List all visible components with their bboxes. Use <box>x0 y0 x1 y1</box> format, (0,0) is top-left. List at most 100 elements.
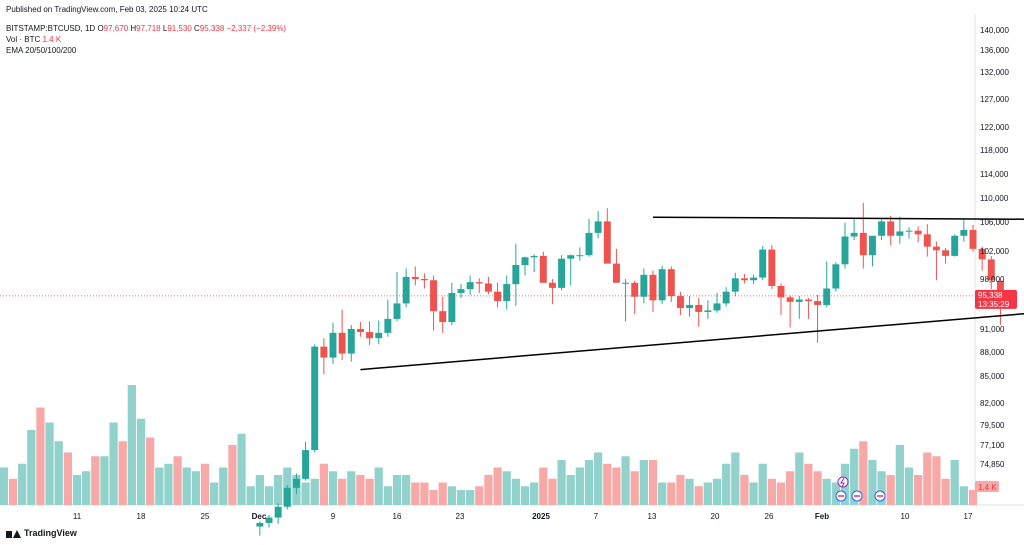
volume-bar <box>712 478 722 505</box>
volume-tag-value: 1.4 K <box>978 483 997 492</box>
candle-body <box>850 232 858 237</box>
candle-body <box>539 255 547 283</box>
volume-bar <box>612 467 621 505</box>
candle-body <box>996 280 1004 296</box>
candle-body <box>603 221 611 264</box>
candle-body <box>475 282 483 284</box>
tradingview-logo-icon <box>6 529 21 538</box>
price-tick-label: 132,000 <box>980 68 1009 77</box>
volume-bar <box>758 463 767 505</box>
volume-bar <box>411 482 420 505</box>
volume-bar <box>319 463 328 505</box>
candle-body <box>548 282 556 288</box>
volume-bar <box>237 433 246 505</box>
candle-body <box>987 259 995 281</box>
high-label: H <box>130 24 137 33</box>
volume-bar <box>548 478 557 505</box>
volume-bar <box>274 475 283 505</box>
candle-body <box>585 232 593 256</box>
volume-bar <box>603 463 612 505</box>
volume-bar <box>502 471 511 505</box>
candle-body <box>859 232 867 256</box>
price-tick-label: 98,000 <box>980 275 1005 284</box>
candle-body <box>430 280 438 312</box>
volume-bar <box>328 471 338 505</box>
candle-body <box>439 311 447 323</box>
price-tick-label: 114,000 <box>980 170 1009 179</box>
candle-body <box>265 517 273 523</box>
price-tick-label: 79,500 <box>980 421 1005 430</box>
volume-bar <box>575 467 584 505</box>
volume-bar <box>511 478 520 505</box>
volume-bar <box>941 478 950 505</box>
price-tick-label: 140,000 <box>980 26 1009 35</box>
time-tick-label: 2025 <box>532 512 550 521</box>
volume-bar <box>703 482 712 505</box>
volume-bar <box>356 475 365 505</box>
volume-bar <box>109 422 118 505</box>
candle-body <box>612 263 620 283</box>
candle-body <box>704 310 712 312</box>
price-tick-label: 91,000 <box>980 325 1005 334</box>
lightning-bolt <box>840 477 845 488</box>
price-tag-value: 95,338 <box>978 291 1003 300</box>
time-tick-label: 16 <box>393 512 402 521</box>
time-tick-label: 17 <box>964 512 973 521</box>
tradingview-brand: TradingView <box>24 528 77 538</box>
volume-bar <box>923 452 932 505</box>
candle-body <box>740 278 748 281</box>
candle-body <box>256 522 264 527</box>
volume-bar <box>804 463 813 505</box>
volume-bar <box>155 467 164 505</box>
time-tick-label: 20 <box>711 512 720 521</box>
candle-body <box>896 231 904 236</box>
candle-body <box>649 274 657 301</box>
price-tick-label: 127,000 <box>980 95 1009 104</box>
candle-body <box>521 257 529 265</box>
volume-bar <box>959 486 968 505</box>
volume-bar <box>82 471 91 505</box>
candle-body <box>676 296 684 309</box>
volume-bar <box>740 475 749 505</box>
candle-body <box>311 346 319 451</box>
support-trendline <box>360 312 1024 371</box>
volume-bar <box>530 482 539 505</box>
time-tick-label: Feb <box>815 512 829 521</box>
open-label: O <box>97 24 104 33</box>
volume-bar <box>493 467 502 505</box>
candle-body <box>567 255 575 259</box>
candle-body <box>960 229 968 236</box>
volume-bar <box>557 460 566 505</box>
candle-body <box>366 332 374 339</box>
candle-body <box>731 278 739 292</box>
volume-bar <box>18 463 27 505</box>
volume-bar <box>795 452 804 505</box>
low-label: L <box>162 24 168 33</box>
candle-body <box>878 221 886 236</box>
candle-body <box>969 229 977 249</box>
candle-body <box>457 289 465 293</box>
candle-body <box>402 276 410 304</box>
volume-bar <box>420 482 429 505</box>
ema-legend: EMA 20/50/100/200 <box>6 46 77 55</box>
volume-bar <box>914 475 923 505</box>
volume-bar <box>27 430 36 505</box>
volume-tag-box <box>975 481 999 492</box>
candle-body <box>420 279 428 281</box>
symbol-name: BITSTAMP:BTCUSD, 1D <box>6 24 96 33</box>
time-tick-label: 7 <box>594 512 599 521</box>
volume-bar <box>621 456 630 505</box>
candle-body <box>530 255 538 258</box>
candle-body <box>292 478 300 488</box>
volume-bar <box>676 475 685 505</box>
price-tick-label: 85,000 <box>980 372 1005 381</box>
candle-body <box>302 450 310 479</box>
volume-bar <box>63 452 72 505</box>
volume-bar <box>566 475 575 505</box>
volume-bar <box>91 456 100 505</box>
volume-bar <box>164 463 173 505</box>
time-tick-label: 11 <box>73 512 82 521</box>
volume-bar <box>767 478 776 505</box>
volume-bar <box>365 478 374 505</box>
